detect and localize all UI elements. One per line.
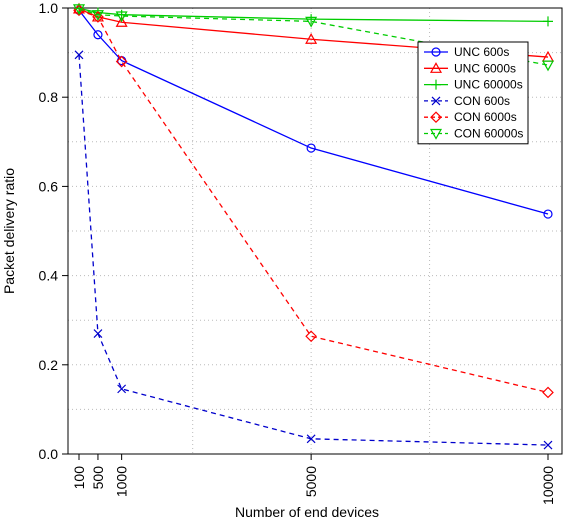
y-tick-label: 1.0: [39, 0, 59, 16]
data-point: [542, 386, 554, 399]
plot-area: [67, 7, 563, 455]
legend-marker: [431, 79, 441, 90]
legend: UNC 600s UNC 6000s UNC 60000s CON 600s CON 6…: [417, 41, 529, 145]
data-point: [91, 10, 104, 21]
data-point: [115, 16, 128, 27]
data-point: [92, 11, 104, 23]
data-point: [93, 329, 103, 339]
legend-label: CON 600s: [454, 94, 510, 108]
x-axis-label: Number of end devices: [235, 504, 379, 520]
y-tick-label: 0.2: [39, 357, 59, 373]
series-line: [78, 9, 549, 215]
legend-item: UNC 600s: [424, 45, 509, 59]
series-con-600s: [74, 50, 553, 450]
legend-marker: [429, 62, 443, 73]
legend-item: UNC 60000s: [424, 78, 523, 92]
data-point: [305, 16, 318, 28]
y-tick-label: 0.6: [39, 178, 59, 194]
x-tick-label: 100: [71, 466, 87, 490]
legend-marker: [430, 111, 442, 124]
data-point: [543, 209, 553, 219]
data-point: [543, 16, 553, 27]
legend-label: CON 6000s: [454, 110, 517, 124]
data-point: [74, 50, 84, 60]
y-axis: 0.0 0.2 0.4 0.6 0.8 1.0: [39, 0, 68, 462]
data-point: [115, 55, 128, 68]
legend-box: [417, 41, 529, 145]
x-tick-label: 1000: [114, 466, 130, 497]
series-line: [78, 8, 549, 66]
legend-label: UNC 600s: [454, 45, 509, 59]
legend-marker: [429, 128, 443, 140]
data-point: [543, 440, 553, 450]
series-line: [78, 9, 549, 394]
x-tick-label: 10000: [540, 466, 556, 505]
legend-item: CON 60000s: [424, 127, 523, 141]
data-point: [305, 32, 318, 44]
series-con-60000s: [72, 4, 555, 72]
data-point: [117, 384, 127, 394]
series-line: [78, 54, 549, 446]
series: [72, 2, 555, 450]
x-tick-label: 5000: [303, 466, 319, 497]
data-point: [93, 30, 103, 40]
data-point: [72, 4, 86, 16]
data-point: [305, 330, 317, 343]
legend-item: CON 6000s: [424, 110, 517, 124]
legend-label: UNC 6000s: [454, 61, 516, 75]
legend-label: CON 60000s: [454, 127, 523, 141]
y-axis-label: Packet delivery ratio: [1, 168, 17, 294]
y-tick-label: 0.4: [39, 268, 59, 284]
data-point: [306, 434, 316, 444]
x-axis: 100 500 1000 5000 10000: [71, 454, 556, 505]
data-point: [115, 11, 128, 23]
x-tick-label: 500: [90, 466, 106, 490]
legend-item: UNC 6000s: [424, 61, 516, 75]
legend-item: CON 600s: [424, 94, 510, 108]
legend-label: UNC 60000s: [454, 78, 523, 92]
data-point: [541, 60, 555, 72]
y-tick-label: 0.0: [39, 446, 59, 462]
y-tick-label: 0.8: [39, 89, 59, 105]
legend-marker: [431, 47, 441, 57]
legend-marker: [431, 96, 441, 106]
data-point: [306, 143, 316, 153]
